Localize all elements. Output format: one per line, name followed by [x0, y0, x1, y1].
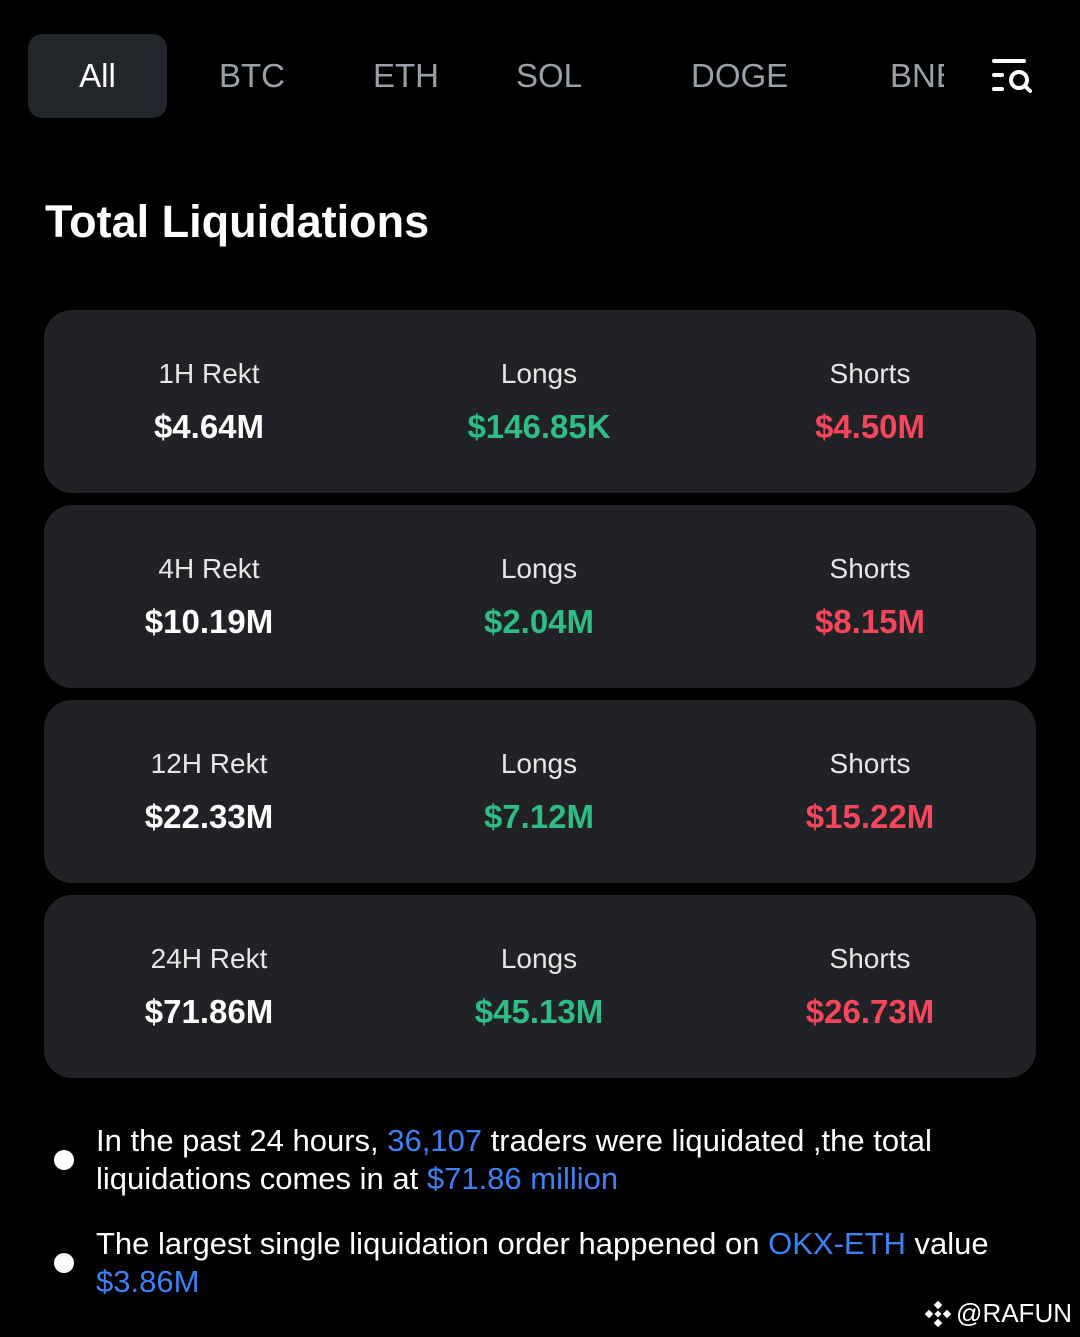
note-text: The largest single liquidation order hap… [96, 1226, 769, 1261]
coin-tab-bar: All BTC ETH SOL DOGE BNB [0, 34, 1080, 118]
liquidation-card-1h[interactable]: 1H Rekt $4.64M Longs $146.85K Shorts $4.… [44, 310, 1036, 493]
note-trader-count: In the past 24 hours, 36,107 traders wer… [0, 1122, 1080, 1198]
filter-search-icon[interactable] [990, 56, 1034, 96]
longs-value: $2.04M [483, 603, 595, 640]
period-label: 12H Rekt [150, 748, 268, 779]
bullet-dot [54, 1253, 74, 1273]
order-value-link[interactable]: $3.86M [96, 1264, 200, 1299]
note-largest-order: The largest single liquidation order hap… [0, 1225, 1080, 1301]
liquidation-card-4h[interactable]: 4H Rekt $10.19M Longs $2.04M Shorts $8.1… [44, 505, 1036, 688]
shorts-label: Shorts [829, 748, 911, 779]
period-label: 24H Rekt [150, 943, 268, 974]
shorts-value: $15.22M [805, 798, 935, 835]
liquidation-card-12h[interactable]: 12H Rekt $22.33M Longs $7.12M Shorts $15… [44, 700, 1036, 883]
longs-value: $146.85K [467, 408, 611, 445]
tab-all[interactable]: All [28, 34, 167, 118]
shorts-value: $8.15M [814, 603, 926, 640]
shorts-label: Shorts [829, 553, 911, 584]
bullet-dot [54, 1150, 74, 1170]
binance-logo-icon [924, 1300, 952, 1328]
liquidation-card-24h[interactable]: 24H Rekt $71.86M Longs $45.13M Shorts $2… [44, 895, 1036, 1078]
longs-label: Longs [500, 358, 578, 389]
tab-eth[interactable]: ETH [373, 57, 439, 94]
trader-count-link[interactable]: 36,107 [387, 1123, 483, 1158]
shorts-label: Shorts [829, 358, 911, 389]
watermark-handle: @RAFUN [956, 1298, 1072, 1328]
watermark: @RAFUN [924, 1298, 1072, 1329]
rekt-total-value: $22.33M [144, 798, 274, 835]
longs-value: $7.12M [483, 798, 595, 835]
tab-bnb[interactable]: BNB [890, 57, 944, 94]
period-label: 1H Rekt [158, 358, 260, 389]
longs-label: Longs [500, 943, 578, 974]
period-label: 4H Rekt [158, 553, 260, 584]
liquidation-cards: 1H Rekt $4.64M Longs $146.85K Shorts $4.… [44, 310, 1036, 1090]
tab-doge[interactable]: DOGE [691, 57, 789, 94]
exchange-pair-link[interactable]: OKX-ETH [768, 1226, 906, 1261]
tab-btc[interactable]: BTC [219, 57, 285, 94]
shorts-value: $4.50M [814, 408, 926, 445]
page-title: Total Liquidations [45, 196, 430, 247]
longs-value: $45.13M [474, 993, 604, 1030]
liquidation-notes: In the past 24 hours, 36,107 traders wer… [0, 1122, 1080, 1301]
note-text: value [905, 1226, 989, 1261]
longs-label: Longs [500, 748, 578, 779]
rekt-total-value: $4.64M [153, 408, 265, 445]
note-text: In the past 24 hours, [96, 1123, 388, 1158]
longs-label: Longs [500, 553, 578, 584]
total-amount-link[interactable]: $71.86 million [426, 1161, 619, 1196]
rekt-total-value: $10.19M [144, 603, 274, 640]
rekt-total-value: $71.86M [144, 993, 274, 1030]
shorts-value: $26.73M [805, 993, 935, 1030]
shorts-label: Shorts [829, 943, 911, 974]
note-text: traders were liquidated ,the total liqui… [96, 1123, 932, 1196]
tab-sol[interactable]: SOL [516, 57, 583, 94]
